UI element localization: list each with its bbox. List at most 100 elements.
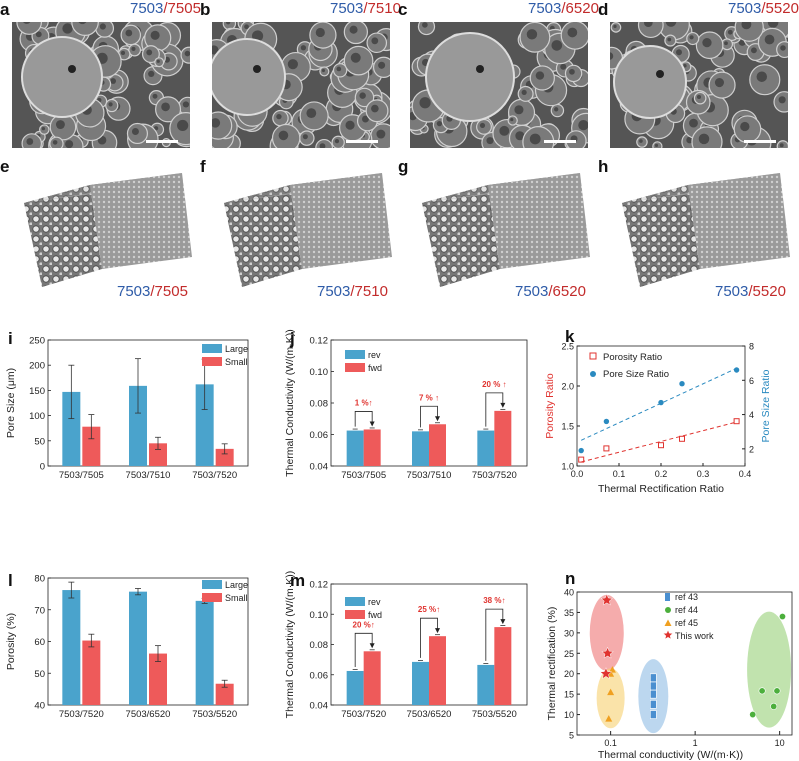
y-tick-label: 25 — [564, 649, 574, 659]
sample-separator: / — [548, 283, 553, 300]
bar-fwd — [494, 410, 512, 466]
sample-blue: 7503 — [715, 283, 749, 300]
panel-label-d: d — [598, 0, 609, 19]
legend-swatch — [345, 350, 365, 359]
bar-large — [62, 590, 81, 705]
panel-label-f: f — [200, 157, 206, 176]
ref45-point — [607, 688, 615, 696]
ref44-point — [770, 702, 778, 710]
x-tick-label: 0.0 — [571, 469, 584, 479]
legend-label: Large — [225, 344, 248, 354]
y-tick-label: 0.08 — [310, 640, 329, 651]
y-tick-label: 2.5 — [561, 342, 574, 352]
sample-separator: / — [350, 283, 355, 300]
sample-red: 5520 — [752, 283, 786, 300]
pore-volume-render — [622, 173, 790, 287]
x-tick-label: 7503/7520 — [341, 709, 386, 720]
legend-label: fwd — [368, 363, 382, 373]
legend-swatch — [345, 610, 365, 619]
increase-annotation: 1 %↑ — [355, 398, 373, 407]
bar-large — [62, 391, 81, 466]
sample-separator: / — [761, 0, 766, 17]
ref43-point — [650, 710, 657, 719]
sample-separator: / — [561, 0, 566, 17]
panel-label-j: j — [289, 329, 295, 348]
sample-red: 7505 — [154, 283, 188, 300]
legend-label: fwd — [368, 610, 382, 620]
increase-annotation: 25 %↑ — [418, 605, 440, 614]
panel-label-m: m — [290, 571, 305, 590]
pore-size-fit-line — [580, 367, 737, 441]
panel-label-k: k — [565, 327, 575, 346]
comparison-bracket — [420, 617, 438, 658]
y-tick-label: 0.06 — [310, 670, 329, 681]
panel-label-h: h — [598, 157, 609, 176]
y-tick-label: 60 — [34, 637, 45, 648]
legend-label: Porosity Ratio — [603, 352, 662, 363]
y-tick-label: 0.04 — [310, 701, 329, 712]
legend-swatch — [202, 593, 222, 602]
ref45-point — [608, 666, 616, 673]
porosity-ratio-point — [679, 435, 685, 442]
pore-size-ratio-point — [578, 447, 584, 454]
y-tick-label: 0.04 — [310, 462, 329, 473]
ref44-point — [749, 711, 757, 719]
ref43-point — [650, 673, 657, 683]
x-tick-label: 10 — [775, 738, 785, 748]
ref45-region — [596, 668, 625, 729]
x-axis-label: Thermal conductivity (W/(m·K)) — [598, 749, 743, 761]
sample-blue: 7503 — [317, 283, 351, 300]
sample-blue: 7503 — [528, 0, 562, 17]
y-tick-label: 10 — [564, 710, 574, 720]
increase-annotation: 20 % ↑ — [482, 380, 506, 389]
bar-large — [195, 600, 214, 705]
x-tick-label: 7503/7520 — [192, 470, 237, 481]
sample-separator: / — [163, 0, 168, 17]
chart-n — [576, 591, 793, 736]
y-axis-label: Thermal rectification (%) — [546, 607, 558, 721]
sample-blue: 7503 — [330, 0, 364, 17]
legend-label: Pore Size Ratio — [603, 369, 669, 380]
x-tick-label: 7503/7510 — [126, 470, 171, 481]
sample-red: 6520 — [565, 0, 599, 17]
sample-red: 5520 — [765, 0, 799, 17]
y-tick-label: 0.12 — [310, 580, 329, 591]
y-tick-label: 1.0 — [561, 462, 574, 472]
y2-tick-label: 2 — [749, 444, 754, 454]
ref43-point — [650, 700, 657, 709]
ref44-point — [773, 687, 781, 695]
comparison-bracket — [354, 411, 373, 427]
scale-bar — [146, 140, 178, 143]
y-tick-label: 0.08 — [310, 399, 329, 410]
sem-image — [410, 22, 588, 148]
x-tick-label: 7503/5520 — [192, 709, 237, 720]
x-tick-label: 7503/7505 — [341, 470, 386, 481]
y2-tick-label: 8 — [749, 342, 754, 352]
sem-sample-name: 7503/5520 — [728, 0, 799, 17]
y2-axis-label: Pore Size Ratio — [760, 369, 772, 442]
y-tick-label: 15 — [564, 690, 574, 700]
sample-red: 6520 — [552, 283, 586, 300]
legend-swatch — [345, 597, 365, 606]
legend-star — [662, 629, 674, 640]
comparison-bracket — [485, 392, 504, 427]
y-tick-label: 35 — [564, 608, 574, 618]
y-tick-label: 250 — [29, 336, 45, 347]
x-axis-label: Thermal Rectification Ratio — [598, 483, 724, 495]
x-tick-label: 0.3 — [697, 469, 710, 479]
sample-separator: / — [748, 283, 753, 300]
y-tick-label: 40 — [564, 588, 574, 598]
ref45-point — [605, 715, 613, 722]
y-tick-label: 0.06 — [310, 430, 329, 441]
this-work-point — [600, 593, 614, 606]
y-tick-label: 0 — [40, 462, 45, 473]
bar-large — [129, 385, 147, 466]
porosity-ratio-point — [603, 445, 610, 452]
bar-fwd — [429, 636, 446, 705]
bar-large — [129, 591, 147, 705]
scale-bar — [744, 140, 776, 143]
x-tick-label: 7503/7510 — [407, 470, 452, 481]
panel-label-a: a — [0, 0, 10, 19]
increase-annotation: 20 %↑ — [353, 620, 375, 629]
ref44-point — [758, 687, 766, 695]
